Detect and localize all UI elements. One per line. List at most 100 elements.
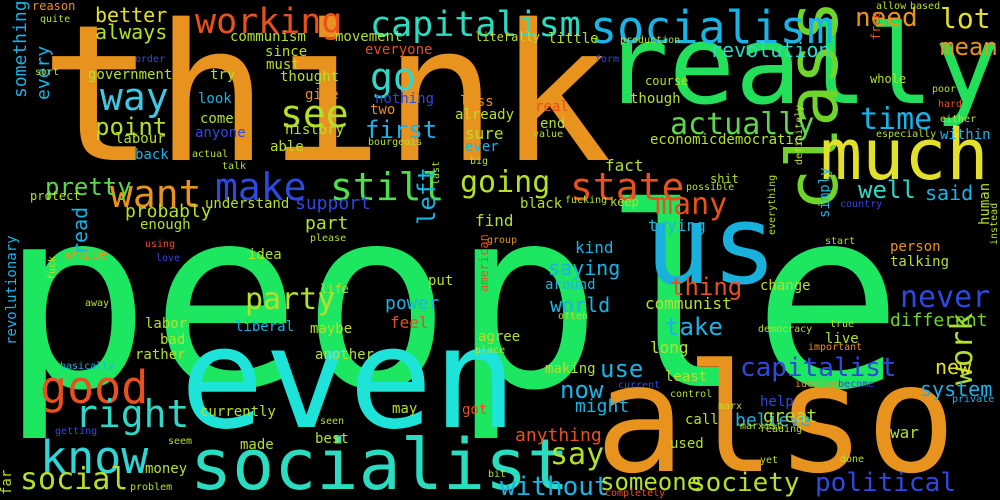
word: nothing — [375, 91, 435, 107]
word: course — [645, 74, 689, 88]
word: instead — [989, 202, 1000, 245]
word: find — [475, 211, 514, 230]
word: enough — [140, 217, 191, 233]
word: ever — [465, 139, 499, 155]
word: poor — [932, 84, 957, 95]
word: seen — [320, 416, 345, 427]
word: around — [545, 277, 596, 293]
word: place — [475, 345, 506, 356]
word: allow — [876, 1, 907, 12]
word: take — [665, 313, 723, 341]
word: private — [952, 394, 995, 405]
word: value — [533, 129, 564, 140]
word: look — [198, 91, 232, 107]
word: go — [370, 55, 416, 99]
word: us — [645, 181, 778, 309]
word: actually — [670, 107, 815, 142]
word: time — [860, 102, 933, 137]
word: probably — [125, 201, 212, 222]
word: seem — [168, 436, 193, 447]
word: basically — [60, 361, 115, 372]
word: even — [180, 298, 518, 461]
word: simply — [817, 167, 833, 218]
word: marx — [718, 401, 743, 412]
word: keep — [610, 195, 639, 209]
word: based — [910, 1, 941, 12]
word: movement — [335, 29, 403, 45]
word: talking — [890, 254, 950, 270]
word: without — [500, 472, 610, 500]
word: new — [935, 355, 972, 379]
word: another — [315, 347, 375, 363]
word: ideology — [795, 379, 844, 390]
word: someone — [600, 468, 702, 496]
word: getting — [55, 426, 98, 437]
word: bit — [488, 469, 507, 480]
word: know — [40, 431, 149, 484]
word: well — [858, 176, 916, 204]
word: working — [195, 2, 343, 42]
word: kind — [575, 238, 614, 257]
word: world — [550, 293, 611, 317]
word: believe — [735, 410, 811, 431]
word: production — [620, 35, 681, 46]
word: going — [460, 165, 551, 200]
word: become — [838, 379, 875, 390]
word: people — [0, 154, 904, 445]
word: got — [462, 402, 488, 418]
word: least — [665, 369, 708, 385]
word: trying — [648, 216, 706, 235]
word: money — [145, 461, 188, 477]
word: maybe — [310, 321, 353, 337]
word: group — [487, 235, 518, 246]
word: labour — [115, 131, 166, 147]
word: whole — [870, 72, 907, 86]
word: may — [392, 401, 418, 417]
word: liberal — [235, 319, 295, 335]
word: bad — [160, 332, 186, 348]
word: society — [690, 468, 800, 498]
word: war — [890, 423, 919, 442]
word: last — [431, 160, 442, 185]
word: now — [560, 376, 604, 404]
word: socialist — [190, 424, 570, 500]
word: anything — [515, 425, 602, 446]
word: far — [0, 469, 15, 495]
word: government — [88, 67, 173, 83]
word: understand — [205, 196, 290, 212]
word: person — [890, 239, 941, 255]
word: democratic — [718, 132, 803, 148]
word: feel — [390, 313, 429, 332]
word: best — [315, 431, 349, 447]
word: important — [808, 342, 863, 353]
word: socialism — [590, 1, 834, 54]
word: everything — [767, 174, 778, 235]
word: fucking — [565, 195, 608, 206]
word: country — [840, 199, 883, 210]
word: first — [365, 116, 438, 144]
word: agree — [478, 329, 521, 345]
word: use — [600, 355, 644, 383]
word: mean — [940, 33, 998, 61]
word: revolution — [710, 38, 831, 62]
word: yet — [760, 455, 779, 466]
word: live — [825, 331, 859, 347]
word: true — [830, 319, 855, 330]
word: sure — [465, 124, 504, 143]
word: many — [655, 187, 728, 222]
word: big — [470, 156, 489, 167]
word: support — [295, 193, 371, 214]
word: protect — [30, 189, 81, 203]
word: said — [925, 181, 974, 205]
word: problem — [130, 482, 173, 493]
word: party — [245, 282, 336, 317]
word: talk — [222, 161, 247, 172]
word: literally — [475, 30, 541, 44]
word: say — [550, 437, 605, 472]
word: back — [135, 147, 169, 163]
word: want — [110, 172, 202, 216]
word: better — [95, 3, 168, 27]
word: marxist — [740, 421, 783, 432]
word: see — [280, 92, 349, 136]
word: state — [570, 165, 685, 209]
